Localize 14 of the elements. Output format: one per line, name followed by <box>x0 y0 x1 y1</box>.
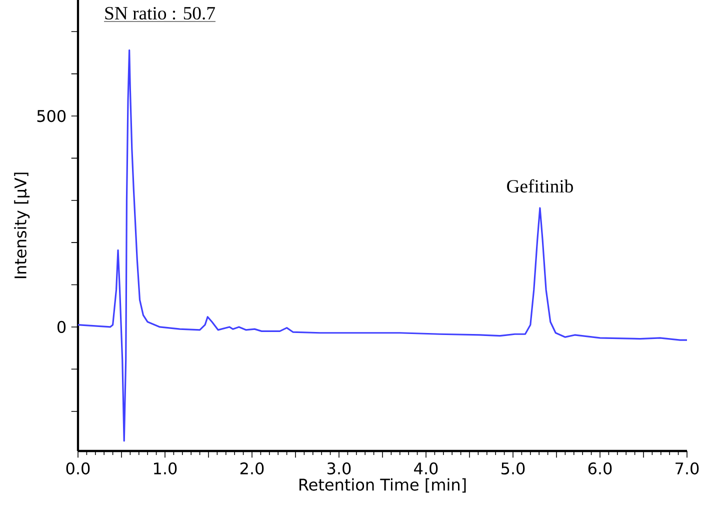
x-tick-label: 0.0 <box>66 462 90 474</box>
y-tick-label: 500 <box>37 110 66 122</box>
annotation: Gefitinib <box>507 179 573 193</box>
x-tick-label: 6.0 <box>588 462 612 474</box>
x-tick-label: 3.0 <box>327 462 351 474</box>
annotation: SN ratio : 50.7 <box>105 6 215 20</box>
x-tick-label: 2.0 <box>240 462 264 474</box>
x-tick-label: 5.0 <box>502 462 525 474</box>
y-axis-title: Intensity [μV] <box>14 172 30 278</box>
x-tick-label: 7.0 <box>676 462 699 474</box>
y-tick-label: 0 <box>57 320 66 334</box>
x-tick-label: 1.0 <box>154 462 177 474</box>
x-axis-title: Retention Time [min] <box>300 478 466 493</box>
x-tick-label: 4.0 <box>414 462 438 474</box>
